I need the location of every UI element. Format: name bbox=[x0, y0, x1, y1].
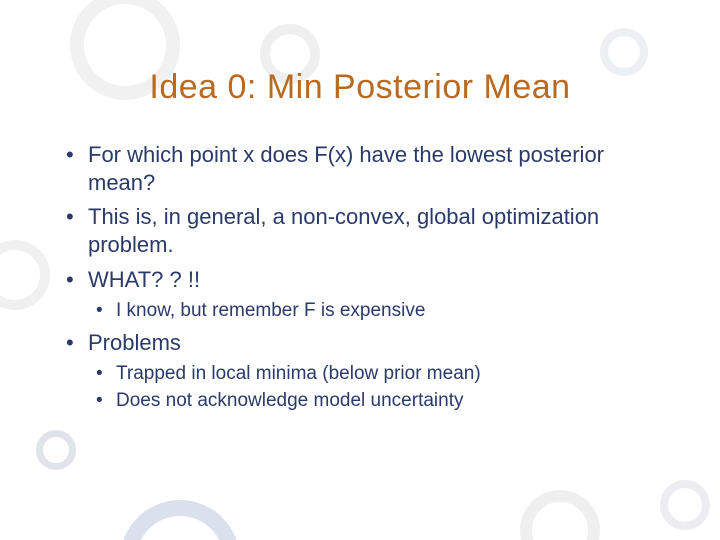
list-item: Does not acknowledge model uncertainty bbox=[88, 388, 660, 413]
slide-title: Idea 0: Min Posterior Mean bbox=[60, 68, 660, 107]
list-item: I know, but remember F is expensive bbox=[88, 298, 660, 323]
sub-bullet-list: I know, but remember F is expensive bbox=[88, 298, 660, 323]
bullet-text: WHAT? ? !! bbox=[88, 267, 200, 292]
bullet-text: Trapped in local minima (below prior mea… bbox=[116, 363, 481, 384]
bullet-text: I know, but remember F is expensive bbox=[116, 300, 425, 321]
bullet-text: This is, in general, a non-convex, globa… bbox=[88, 204, 599, 257]
list-item: WHAT? ? !! I know, but remember F is exp… bbox=[60, 266, 660, 323]
bullet-list: For which point x does F(x) have the low… bbox=[60, 141, 660, 413]
bullet-text: For which point x does F(x) have the low… bbox=[88, 142, 604, 195]
list-item: Problems Trapped in local minima (below … bbox=[60, 329, 660, 413]
list-item: For which point x does F(x) have the low… bbox=[60, 141, 660, 197]
list-item: This is, in general, a non-convex, globa… bbox=[60, 203, 660, 259]
bullet-text: Does not acknowledge model uncertainty bbox=[116, 390, 463, 411]
slide: Idea 0: Min Posterior Mean For which poi… bbox=[0, 0, 720, 540]
sub-bullet-list: Trapped in local minima (below prior mea… bbox=[88, 361, 660, 413]
list-item: Trapped in local minima (below prior mea… bbox=[88, 361, 660, 386]
bullet-text: Problems bbox=[88, 330, 181, 355]
